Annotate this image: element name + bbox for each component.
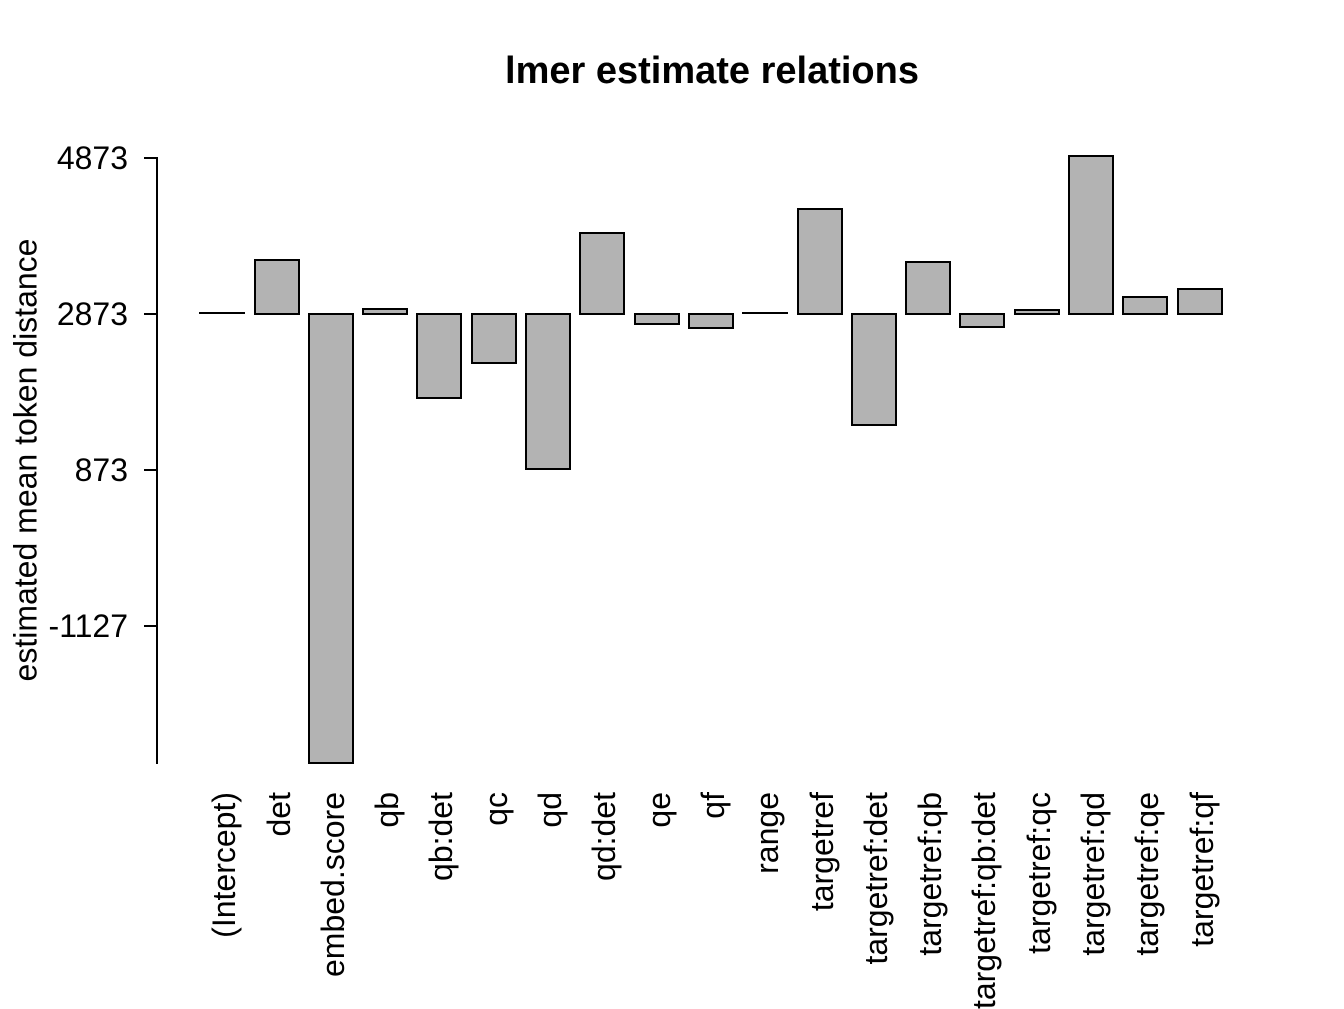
bar — [525, 313, 571, 470]
y-tick-label: -1127 — [48, 608, 128, 644]
x-axis-label: qb:det — [423, 792, 460, 881]
bar — [1176, 287, 1223, 315]
bar — [905, 260, 952, 315]
x-axis-label: targetref:det — [857, 792, 894, 965]
y-tick-label: 873 — [74, 452, 128, 488]
bar-zero-height — [742, 312, 789, 314]
x-axis-label: qe — [640, 792, 677, 828]
bar — [1122, 296, 1169, 315]
x-axis-label: embed.score — [314, 792, 351, 977]
x-axis-label: targetref:qd — [1075, 792, 1111, 956]
bar — [1068, 154, 1114, 315]
bar — [959, 313, 1006, 329]
bar — [633, 313, 680, 325]
x-axis-label: targetref:qb — [912, 792, 949, 956]
x-axis-label: targetref:qb:det — [966, 792, 1003, 1009]
x-axis-label: targetref — [803, 792, 840, 912]
bar — [416, 313, 463, 399]
bar — [796, 207, 843, 315]
x-axis-label: qd — [532, 792, 568, 828]
bar — [850, 313, 897, 426]
bar — [579, 232, 626, 315]
x-axis-label: targetref:qf — [1183, 792, 1220, 947]
x-axis-label: det — [260, 792, 297, 837]
y-tick-mark — [144, 625, 156, 627]
bar-chart: lmer estimate relations estimated mean t… — [8, 50, 1223, 1009]
x-axis-label: qf — [694, 792, 731, 819]
bar — [253, 259, 300, 315]
x-axis-label: targetref:qc — [1020, 792, 1057, 954]
x-axis-label: targetref:qe — [1129, 792, 1166, 956]
bar — [362, 308, 409, 315]
y-axis-line — [156, 157, 158, 765]
x-axis-label: qc — [477, 792, 514, 826]
x-axis-label: qb — [369, 792, 406, 828]
chart-title: lmer estimate relations — [505, 50, 919, 92]
bar — [687, 313, 734, 329]
bar — [1013, 309, 1060, 315]
y-tick-mark — [144, 313, 156, 315]
x-axis-label: qd:det — [586, 792, 623, 881]
y-tick-label: 2873 — [56, 296, 128, 332]
x-axis-label: range — [749, 792, 786, 874]
bar — [470, 313, 517, 365]
y-tick-mark — [144, 469, 156, 471]
x-axis-label: (Intercept) — [206, 792, 243, 938]
bar-zero-height — [199, 312, 246, 314]
y-tick-mark — [144, 157, 156, 159]
y-tick-label: 4873 — [56, 140, 128, 176]
bar — [307, 313, 354, 765]
